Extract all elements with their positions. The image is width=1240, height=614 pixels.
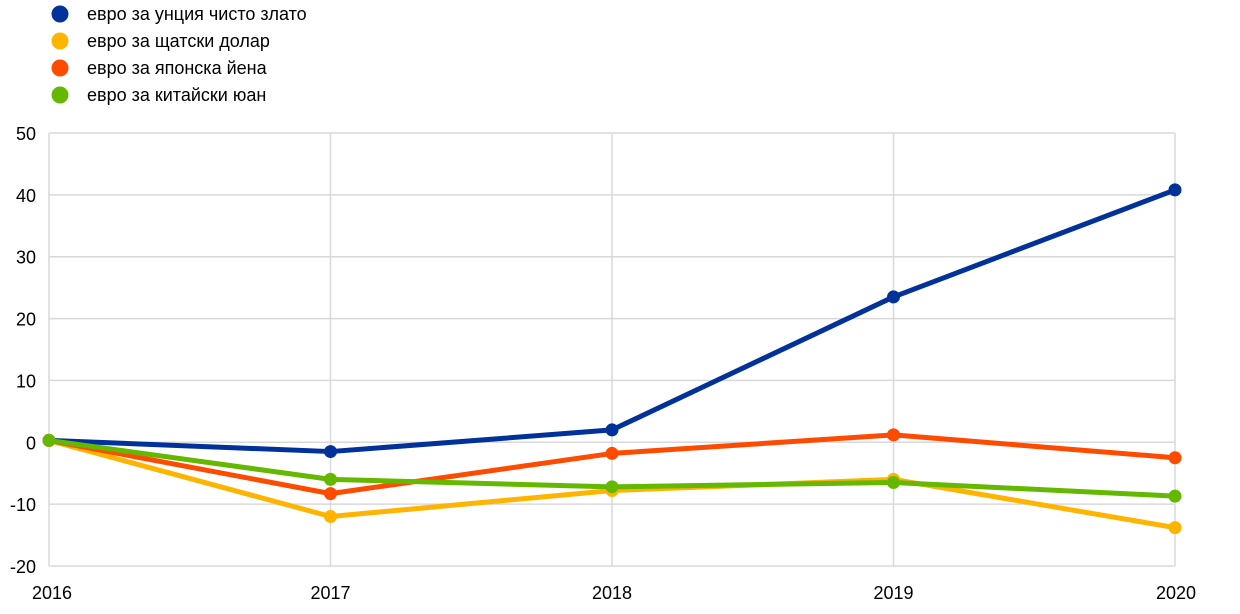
series-group [42, 183, 1182, 535]
data-point [324, 510, 337, 524]
legend-label: евро за унция чисто злато [87, 4, 307, 24]
x-axis-ticks: 2016 2017 2018 2019 2020 [32, 583, 1196, 603]
y-tick-label: -10 [10, 495, 36, 515]
y-axis-ticks: -20 -10 0 10 20 30 40 50 [10, 124, 36, 577]
legend-marker [51, 59, 69, 77]
y-tick-label: 50 [16, 124, 36, 144]
x-tick-label: 2020 [1156, 583, 1196, 603]
data-point [324, 445, 337, 459]
data-point [1168, 521, 1182, 535]
legend-marker [51, 86, 69, 104]
legend-marker [51, 5, 69, 23]
data-point [887, 475, 900, 489]
data-point [1168, 183, 1182, 197]
data-point [42, 433, 56, 447]
data-point [324, 472, 337, 486]
data-point [1168, 451, 1182, 465]
x-tick-label: 2018 [592, 583, 632, 603]
x-tick-label: 2016 [32, 583, 72, 603]
data-point [887, 290, 900, 304]
x-tick-label: 2017 [310, 583, 350, 603]
y-tick-label: 40 [16, 186, 36, 206]
legend-marker [51, 32, 69, 50]
legend-label: евро за китайски юан [87, 85, 266, 105]
data-point [887, 428, 900, 442]
legend-label: евро за японска йена [87, 58, 268, 78]
y-tick-label: 0 [26, 433, 36, 453]
y-tick-label: 30 [16, 248, 36, 268]
y-tick-label: -20 [10, 557, 36, 577]
legend-label: евро за щатски долар [87, 31, 270, 51]
y-tick-label: 20 [16, 310, 36, 330]
y-tick-label: 10 [16, 371, 36, 391]
data-point [605, 480, 619, 494]
data-point [324, 487, 337, 501]
data-point [605, 446, 619, 460]
x-tick-label: 2019 [873, 583, 913, 603]
legend: евро за унция чисто злато евро за щатски … [51, 4, 307, 105]
data-point [605, 423, 619, 437]
data-point [1168, 489, 1182, 503]
